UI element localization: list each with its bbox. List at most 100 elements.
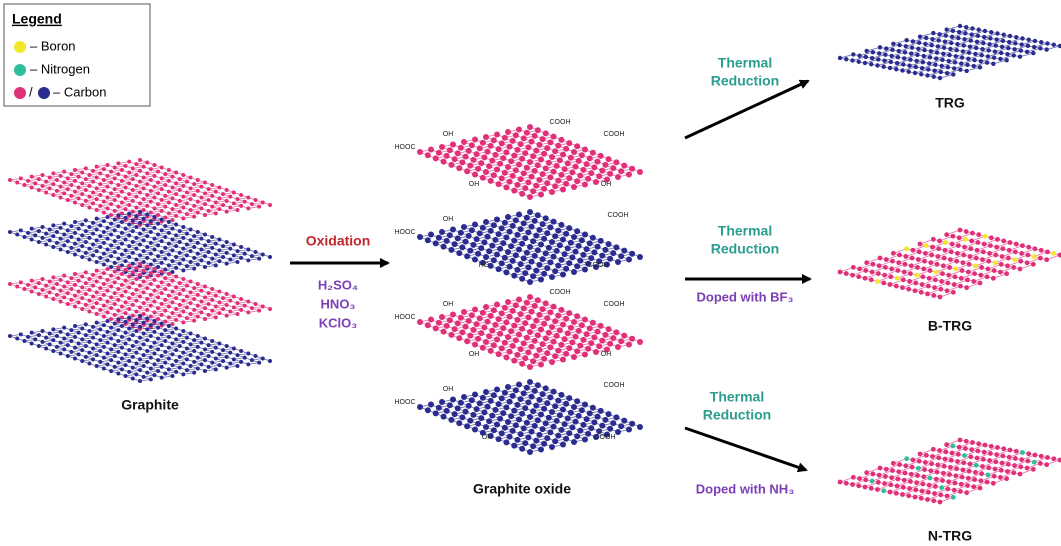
atom <box>485 149 491 155</box>
atom <box>522 355 528 361</box>
atom <box>571 269 577 275</box>
atom <box>979 53 983 57</box>
atom <box>160 261 164 265</box>
atom <box>571 234 577 240</box>
atom <box>969 239 974 244</box>
atom <box>51 182 55 186</box>
atom <box>458 145 464 151</box>
atom <box>500 325 506 331</box>
atom <box>992 474 997 479</box>
atom <box>953 274 958 279</box>
atom <box>199 185 203 189</box>
atom <box>615 259 621 265</box>
atom <box>911 458 916 463</box>
atom <box>947 53 951 57</box>
atom <box>897 462 902 467</box>
atom <box>936 455 941 460</box>
atom <box>932 491 937 496</box>
atom <box>588 170 594 176</box>
atom <box>192 360 196 364</box>
atom <box>142 197 146 201</box>
atom <box>181 268 185 272</box>
atom <box>142 353 146 357</box>
atom <box>189 353 193 357</box>
atom <box>87 184 91 188</box>
atom <box>145 171 149 175</box>
atom <box>864 49 868 53</box>
atom <box>464 338 470 344</box>
atom <box>55 241 59 245</box>
atom <box>964 69 968 73</box>
atom <box>167 315 171 319</box>
atom <box>574 313 580 319</box>
atom <box>618 253 624 259</box>
atom <box>106 330 110 334</box>
atom <box>500 410 506 416</box>
atom <box>513 167 519 173</box>
atom <box>178 229 182 233</box>
atom <box>217 363 221 367</box>
atom <box>1038 461 1043 466</box>
atom <box>560 407 566 413</box>
atom <box>456 335 462 341</box>
atom <box>626 342 632 348</box>
atom <box>524 130 530 136</box>
atom <box>948 257 953 262</box>
atom <box>19 332 23 336</box>
atom <box>966 57 970 61</box>
atom <box>145 204 149 208</box>
atom <box>979 471 984 476</box>
functional-group: COOH <box>595 434 616 441</box>
reduction-label: Thermal <box>718 223 772 239</box>
atom <box>928 55 932 59</box>
atom <box>904 246 909 251</box>
atom <box>145 223 149 227</box>
atom <box>541 441 547 447</box>
atom <box>178 177 182 181</box>
atom <box>439 144 445 150</box>
atom <box>69 350 73 354</box>
atom <box>546 160 552 166</box>
atom <box>163 372 167 376</box>
atom <box>932 68 936 72</box>
atom <box>26 231 30 235</box>
atom <box>973 52 977 56</box>
atom <box>120 253 124 257</box>
atom <box>513 422 519 428</box>
atom <box>569 254 575 260</box>
atom <box>532 303 538 309</box>
atom <box>171 186 175 190</box>
atom <box>207 302 211 306</box>
atom <box>969 38 973 42</box>
atom <box>185 305 189 309</box>
atom <box>527 279 533 285</box>
atom <box>964 229 969 234</box>
atom <box>499 140 505 146</box>
atom <box>41 184 45 188</box>
atom <box>160 365 164 369</box>
atom <box>109 358 113 362</box>
atom <box>203 337 207 341</box>
atom <box>1020 450 1025 455</box>
atom <box>106 289 110 293</box>
atom <box>477 145 483 151</box>
atom <box>106 310 110 314</box>
atom <box>910 256 915 261</box>
atom <box>1012 257 1017 262</box>
atom <box>145 308 149 312</box>
atom <box>214 253 218 257</box>
atom <box>913 495 918 500</box>
atom <box>555 313 561 319</box>
atom <box>560 152 566 158</box>
atom <box>976 232 981 237</box>
atom <box>138 379 142 383</box>
atom <box>514 182 520 188</box>
atom <box>474 406 480 412</box>
atom <box>207 187 211 191</box>
atom <box>203 181 207 185</box>
atom <box>480 345 486 351</box>
atom <box>428 402 434 408</box>
atom <box>73 179 77 183</box>
reagent: H₂SO₄ <box>318 277 358 292</box>
atom <box>228 195 232 199</box>
